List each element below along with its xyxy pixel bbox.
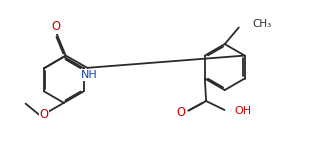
- Text: OH: OH: [234, 106, 251, 116]
- Text: O: O: [40, 108, 48, 121]
- Text: O: O: [177, 105, 186, 119]
- Text: CH₃: CH₃: [253, 19, 272, 29]
- Text: NH: NH: [81, 70, 98, 80]
- Text: O: O: [51, 20, 60, 33]
